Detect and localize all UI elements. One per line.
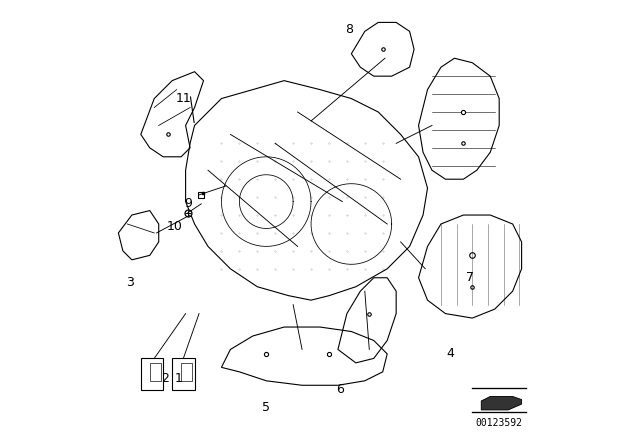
Text: 7: 7 (466, 271, 474, 284)
Text: 2: 2 (161, 372, 170, 385)
Text: 11: 11 (175, 92, 191, 105)
Polygon shape (481, 396, 522, 410)
Text: 8: 8 (345, 22, 353, 36)
Text: 6: 6 (336, 383, 344, 396)
Text: 5: 5 (262, 401, 270, 414)
Text: 9: 9 (184, 197, 192, 211)
Text: 4: 4 (446, 347, 454, 361)
Text: 1: 1 (175, 372, 183, 385)
Text: 00123592: 00123592 (476, 418, 523, 428)
Text: 10: 10 (166, 220, 182, 233)
Text: 3: 3 (125, 276, 134, 289)
